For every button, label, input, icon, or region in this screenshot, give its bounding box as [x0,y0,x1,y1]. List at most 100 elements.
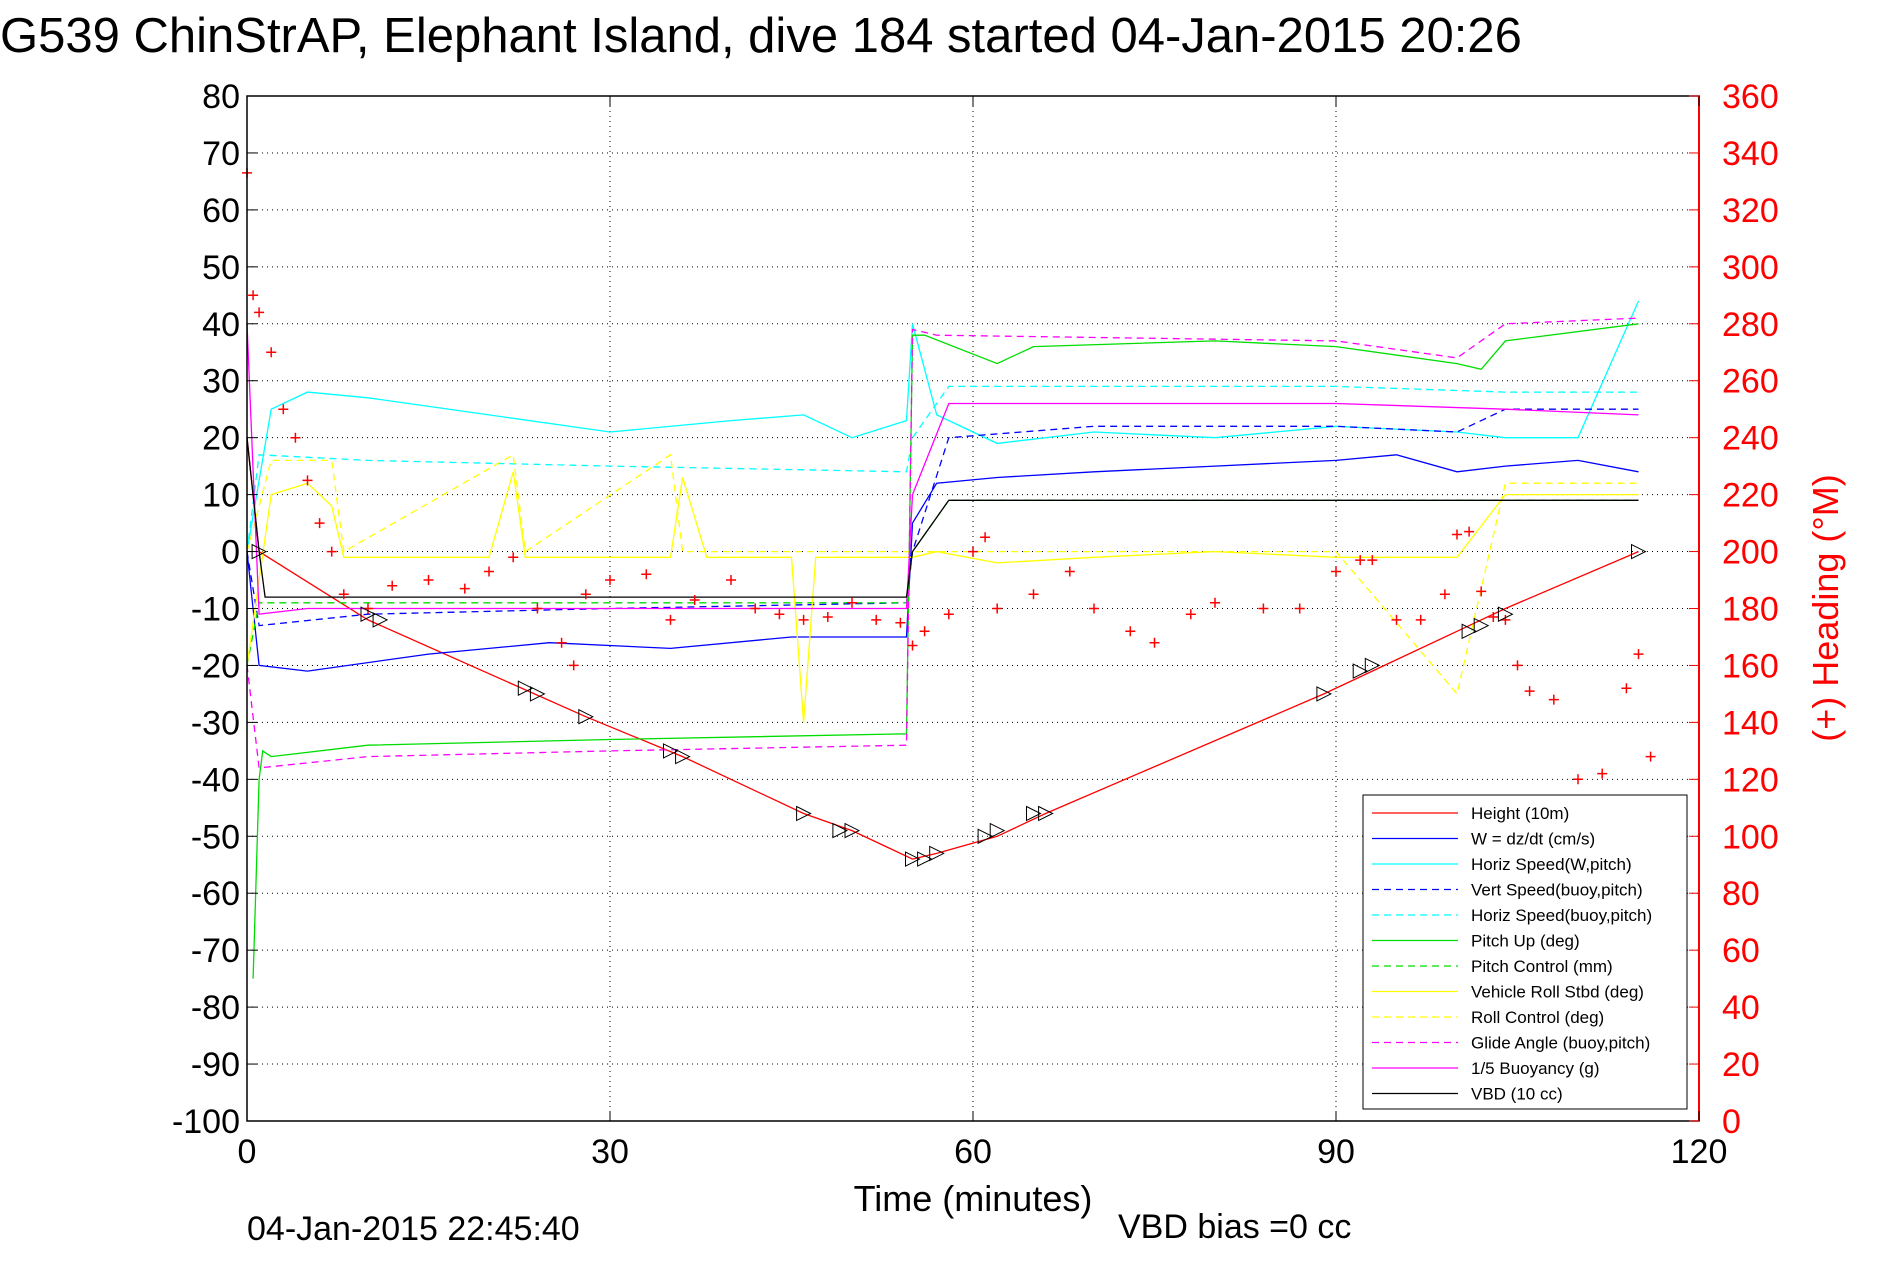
triangle-marker [517,680,534,697]
triangle-marker [1026,805,1042,822]
y-right-tick-label: 160 [1722,647,1779,685]
heading-point [895,617,906,628]
heading-point [484,566,494,577]
heading-point [568,660,579,671]
heading-point [822,612,833,622]
y-right-tick-label: 260 [1722,363,1779,401]
y-right-tick-label: 180 [1722,591,1779,629]
y-axis-ticks: 80 70 60 50 40 30 20 10 0 -10 -20 -30 -40 -50 -60 -70 -8… [172,78,257,1141]
series-line-4 [246,385,1639,552]
series-line-8 [246,453,1639,696]
legend-entry: W = dz/dt (cm/s) [1471,830,1595,849]
legend-box [1362,794,1688,1110]
triangle-marker [1461,623,1478,640]
heading-point [1524,686,1535,697]
y-tick-label: -80 [191,989,240,1027]
y-right-tick-label: 100 [1722,818,1779,856]
triangle-marker [360,606,377,623]
series-line-10 [246,323,1639,615]
triangle-marker [372,612,389,628]
series-layer [246,300,1640,979]
series-line-2 [246,300,1640,552]
heading-point [641,569,652,580]
triangle-marker [1352,663,1369,679]
x-tick-label: 30 [591,1133,629,1171]
legend-entry: Height (10m) [1471,804,1569,823]
triangle-marker [1631,543,1647,560]
heading-point [1645,751,1656,762]
y-tick-label: -50 [191,818,240,856]
y-tick-label: -90 [191,1046,240,1084]
legend-entry: Roll Control (deg) [1471,1008,1604,1027]
heading-point [1391,614,1402,625]
heading-point [1597,768,1608,779]
triangle-marker [844,822,861,839]
series-line-1 [246,454,1639,672]
legend-entry: Horiz Speed(W,pitch) [1471,855,1632,874]
y-tick-label: 10 [202,477,240,515]
triangle-marker [675,748,691,765]
heading-point [907,640,918,651]
heading-point [1488,612,1499,622]
heading-point [750,603,761,614]
series-line-6 [246,499,1639,666]
y-right-tick-label: 40 [1722,989,1760,1027]
y-right-tick-label: 300 [1722,249,1779,287]
heading-point [968,546,978,557]
heading-point [1355,555,1366,566]
heading-point [290,432,301,443]
y-right-axis-ticks: 3603403203002802602402202001801601401201… [1689,78,1779,1141]
triangle-marker [663,743,679,759]
y-right-tick-label: 0 [1722,1103,1741,1141]
heading-point [1439,589,1450,600]
y-right-tick-label: 60 [1722,932,1760,970]
y-tick-label: 20 [202,420,240,458]
y-tick-label: 30 [202,363,240,401]
triangle-marker [578,708,594,725]
heading-point [1464,526,1475,537]
y-tick-label: 60 [202,192,240,230]
heading-point [1294,603,1305,614]
heading-point [726,575,736,585]
y-right-tick-label: 220 [1722,477,1779,515]
legend-entry: Vehicle Roll Stbd (deg) [1471,983,1644,1002]
y-right-tick-label: 200 [1722,534,1779,572]
y-tick-label: -70 [191,932,240,970]
x-tick-label: 0 [238,1133,257,1171]
triangle-marker [832,822,849,839]
heading-point [1548,694,1559,705]
heading-point [387,580,398,591]
heading-point [278,404,289,415]
series-line-3 [246,408,1639,627]
heading-point [459,583,470,594]
heading-point [1367,555,1378,566]
y-right-tick-label: 360 [1722,78,1779,116]
legend-entry: Vert Speed(buoy,pitch) [1471,881,1643,900]
heading-point [980,532,991,543]
heading-point [580,589,591,600]
heading-point [774,609,785,620]
heading-markers [242,167,1656,785]
legend-entry: Pitch Up (deg) [1471,932,1580,951]
series-line-0 [246,437,1639,860]
heading-point [1028,589,1039,600]
y-tick-label: -20 [191,647,240,685]
triangle-marker [529,686,546,702]
legend: Height (10m) W = dz/dt (cm/s) Horiz Speed(… [1362,794,1688,1110]
y-tick-label: -40 [191,761,240,799]
triangle-marker [929,845,945,862]
legend-entry: Glide Angle (buoy,pitch) [1471,1034,1650,1053]
y-tick-label: 70 [202,135,240,173]
y-tick-label: -10 [191,591,240,629]
heading-point [1331,566,1341,577]
legend-entry: Horiz Speed(buoy,pitch) [1471,906,1652,925]
heading-point [1149,637,1160,648]
heading-point [1452,529,1462,540]
heading-point [254,307,265,318]
heading-point [1621,683,1632,694]
y-tick-label: -60 [191,875,240,913]
heading-point [665,614,676,625]
heading-point [302,475,313,486]
series-line-11 [246,437,1639,598]
